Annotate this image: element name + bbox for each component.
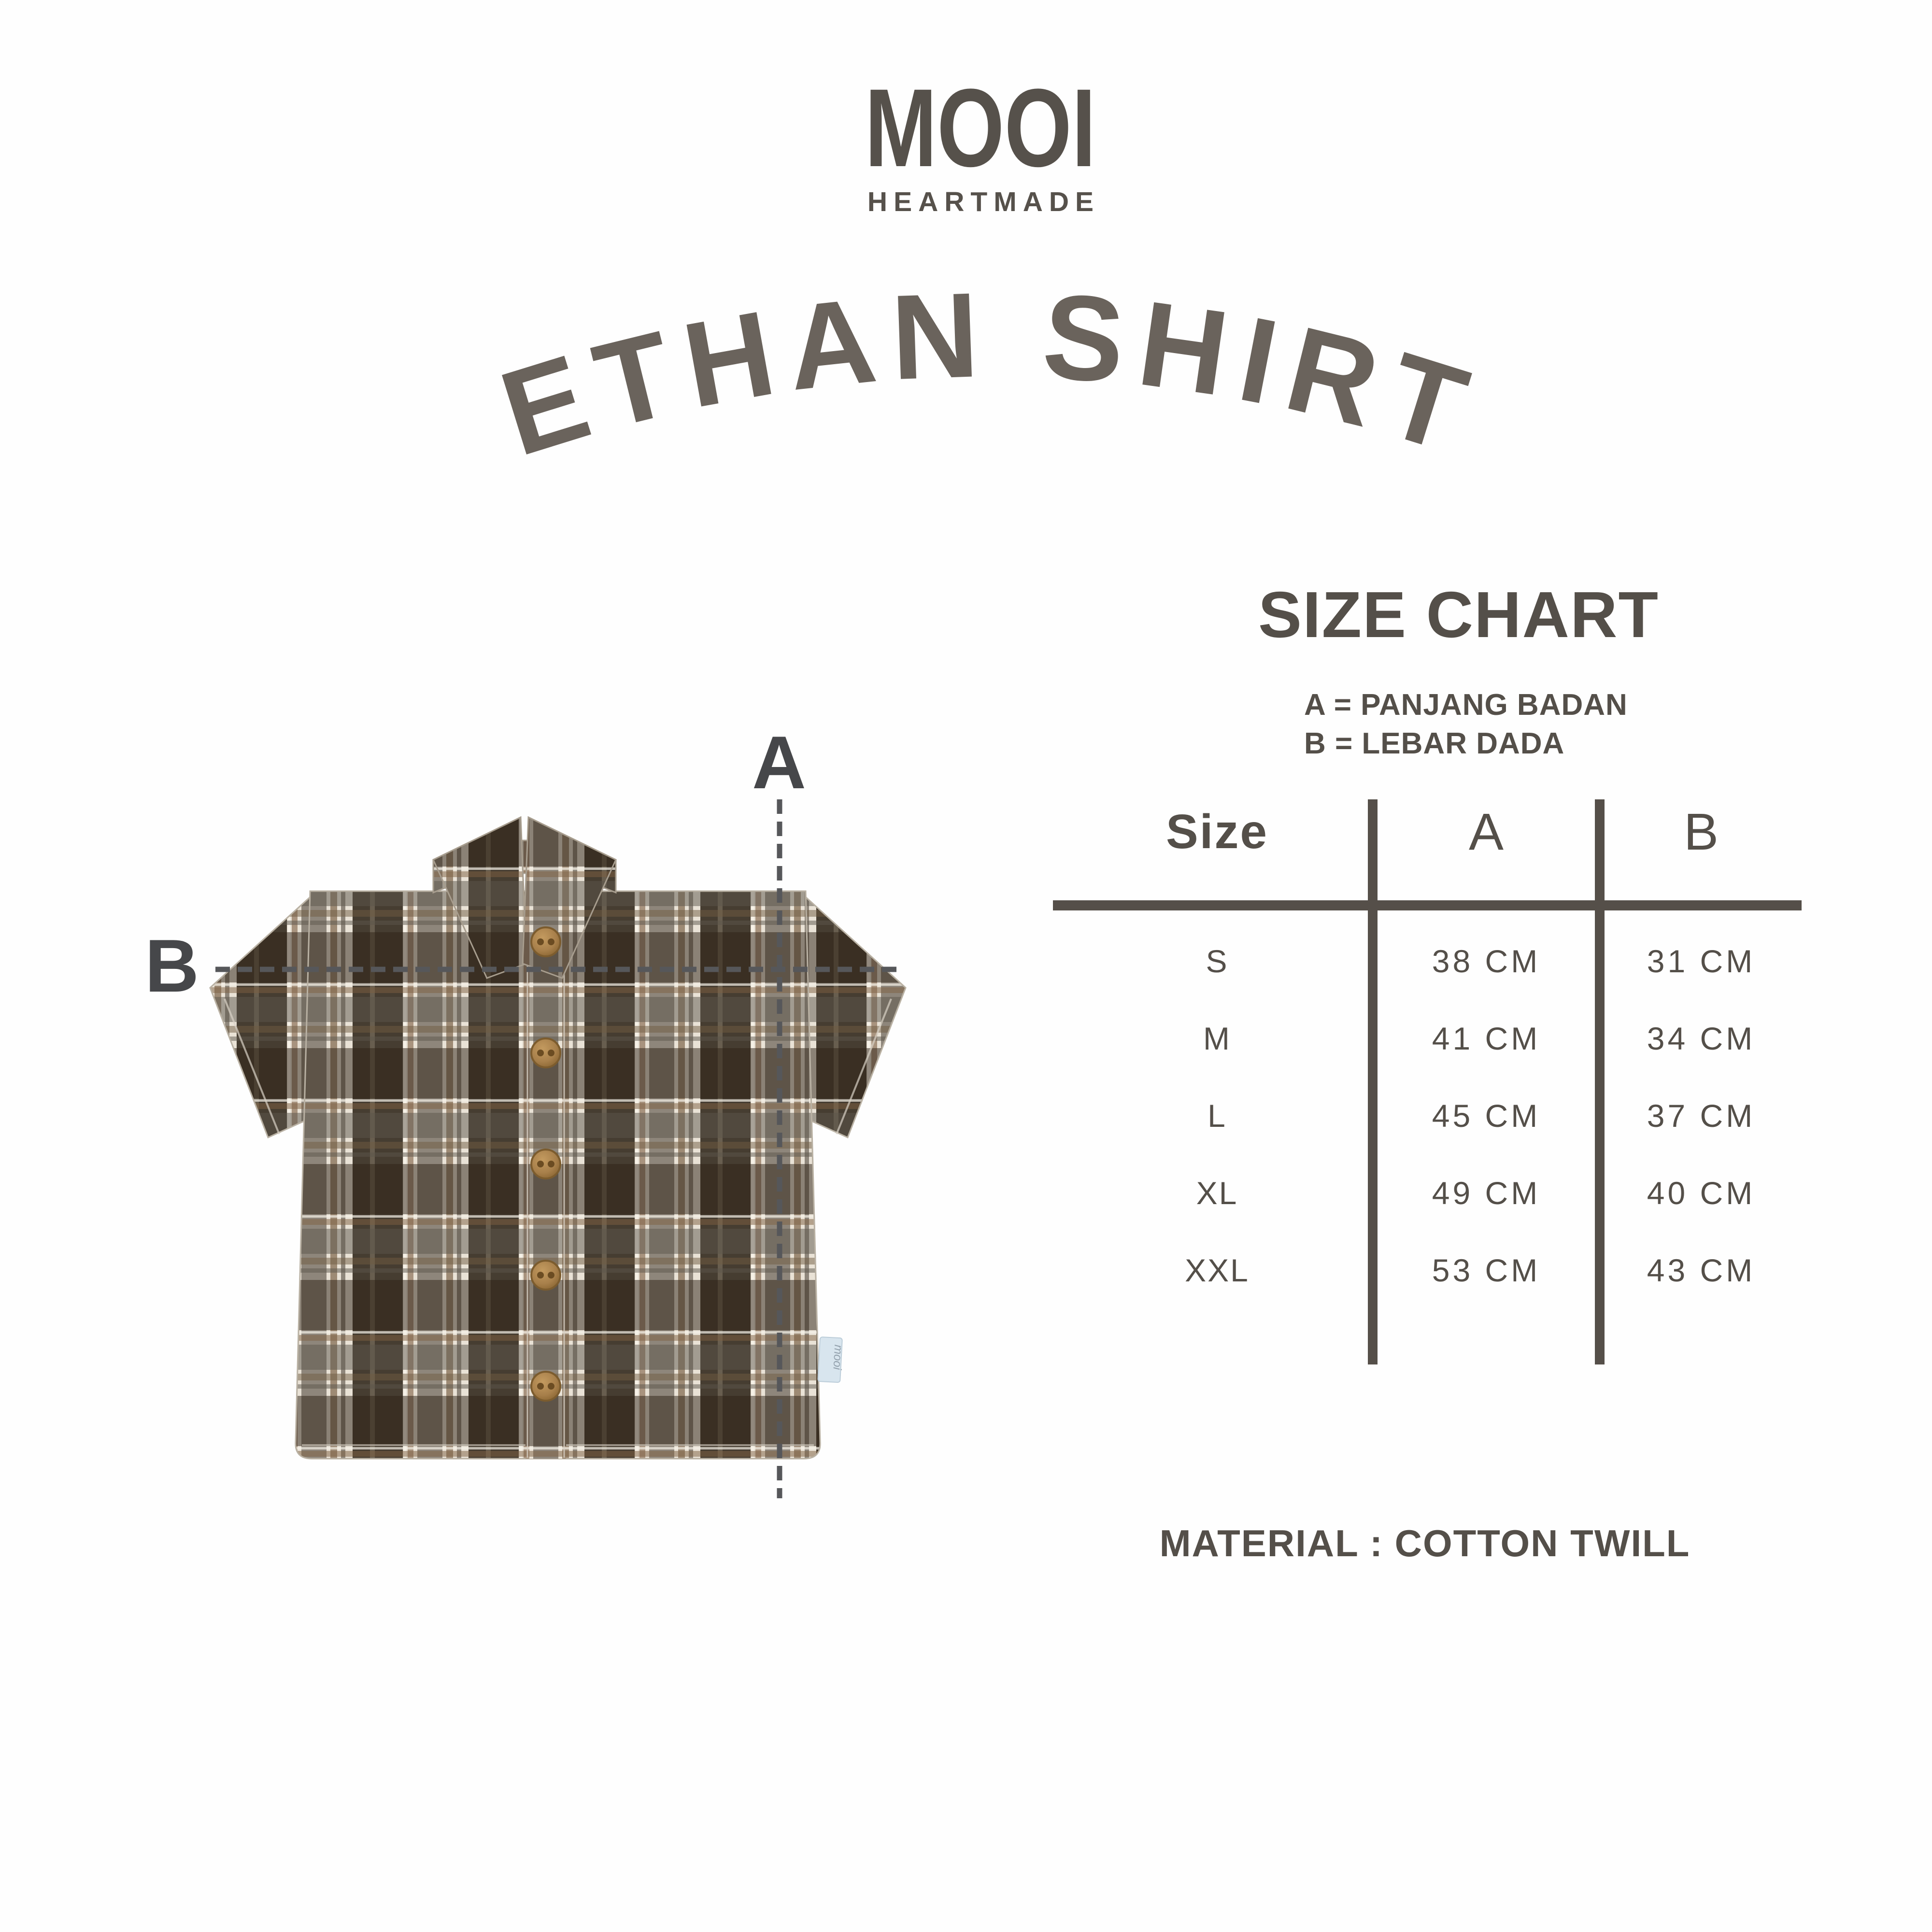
measurement-annotations: A B [145, 721, 899, 1498]
sleeve-stitch-left [224, 998, 280, 1135]
button [530, 1371, 561, 1402]
table-row-size-label: M [1203, 1021, 1231, 1056]
table-row-a-value: 49 CM [1432, 1175, 1541, 1211]
table-row-a-value: 41 CM [1432, 1021, 1541, 1056]
table-row-a-value: 38 CM [1432, 943, 1541, 979]
button [530, 1149, 561, 1179]
table-row-b-value: 43 CM [1647, 1252, 1756, 1288]
sleeve-stitch-right [836, 998, 892, 1135]
legend-line-a: A = PANJANG BADAN [1304, 688, 1628, 722]
button [530, 1260, 561, 1291]
legend-line-b: B = LEBAR DADA [1304, 727, 1565, 760]
table-row-b-value: 31 CM [1647, 943, 1756, 979]
shirt-tag: mooi [817, 1336, 845, 1383]
brand-logo: MOOI HEARTMADE [739, 72, 1222, 216]
shirt-buttons [530, 926, 561, 1402]
material-note: MATERIAL : COTTON TWILL [1159, 1522, 1690, 1564]
column-header-a: A [1468, 802, 1504, 861]
brand-name: MOOI [865, 66, 1096, 190]
size-chart-legend: A = PANJANG BADAN B = LEBAR DADA [1304, 686, 1628, 763]
table-row-b-value: 40 CM [1647, 1175, 1756, 1211]
shirt-illustration: mooi [209, 816, 907, 1460]
table-divider-horizontal [1053, 900, 1802, 910]
button [530, 1037, 561, 1068]
product-title: ETHAN SHIRT [486, 267, 1480, 481]
measure-label-a: A [752, 721, 806, 804]
shirt-tag-label: mooi [830, 1344, 845, 1370]
column-header-size: Size [1165, 805, 1269, 859]
column-header-b: B [1683, 802, 1719, 861]
table-row-size-label: XXL [1185, 1252, 1250, 1288]
table-row-a-value: 53 CM [1432, 1252, 1541, 1288]
table-row-size-label: S [1206, 943, 1229, 979]
table-row-b-value: 34 CM [1647, 1021, 1756, 1056]
product-title-text: ETHAN SHIRT [486, 267, 1494, 481]
measure-label-b: B [145, 924, 199, 1008]
table-divider-vertical-1 [1368, 799, 1378, 1364]
table-divider-vertical-2 [1595, 799, 1605, 1364]
product-title-arc: ETHAN SHIRT [486, 267, 1494, 481]
table-row-b-value: 37 CM [1647, 1098, 1756, 1134]
brand-tagline: HEARTMADE [867, 186, 1100, 217]
button [530, 926, 561, 957]
table-row-a-value: 45 CM [1432, 1098, 1541, 1134]
table-row-size-label: XL [1196, 1175, 1238, 1211]
size-chart-heading: SIZE CHART [1258, 578, 1659, 651]
table-row-size-label: L [1208, 1098, 1227, 1134]
shirt-diagram: mooi A B [145, 721, 907, 1498]
